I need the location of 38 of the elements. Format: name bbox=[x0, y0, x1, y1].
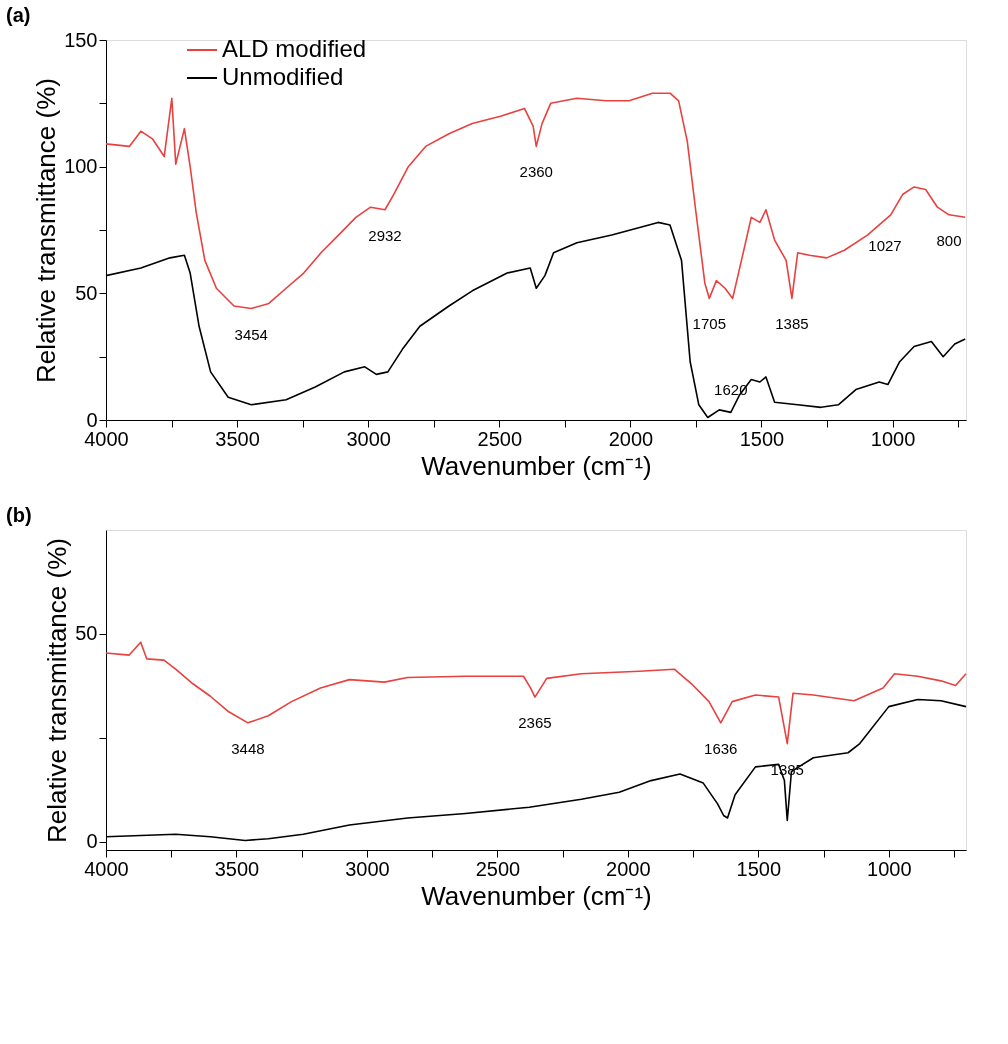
y-tick-label: 50 bbox=[75, 281, 98, 304]
y-axis-title: Relative transmittance (%) bbox=[42, 538, 73, 843]
chart-title: (b) bbox=[6, 504, 32, 526]
annotation: 1027 bbox=[868, 236, 902, 254]
x-tick-label: 3000 bbox=[346, 427, 391, 450]
y-tick-label: 150 bbox=[64, 28, 98, 51]
x-tick-label: 2000 bbox=[608, 427, 654, 450]
x-axis-title: Wavenumber (cm⁻¹) bbox=[421, 450, 652, 481]
y-tick-label: 50 bbox=[75, 622, 98, 645]
x-tick-label: 2500 bbox=[477, 427, 523, 450]
line-series bbox=[105, 641, 967, 745]
x-tick-label: 3500 bbox=[215, 427, 260, 450]
annotation: 3448 bbox=[231, 739, 265, 757]
x-tick-label: 2500 bbox=[475, 857, 521, 880]
annotation: 800 bbox=[936, 231, 962, 249]
x-axis-title: Wavenumber (cm⁻¹) bbox=[421, 880, 652, 911]
legend-label: ALD modified bbox=[222, 35, 367, 62]
annotation: 2360 bbox=[519, 163, 553, 181]
line-series bbox=[105, 92, 967, 310]
x-tick-label: 1500 bbox=[739, 427, 785, 450]
y-axis-title: Relative transmittance (%) bbox=[31, 78, 62, 383]
annotation: 3454 bbox=[234, 325, 268, 343]
legend-label: Unmodified bbox=[222, 63, 344, 90]
annotation: 1385 bbox=[775, 315, 809, 333]
chart-title: (a) bbox=[6, 4, 31, 26]
annotation: 2932 bbox=[368, 226, 402, 244]
x-tick-label: 3000 bbox=[345, 857, 390, 880]
x-tick-label: 1000 bbox=[870, 427, 916, 450]
annotation: 2365 bbox=[518, 714, 552, 732]
x-tick-label: 3500 bbox=[214, 857, 260, 880]
annotation: 1636 bbox=[704, 739, 738, 757]
x-tick-label: 4000 bbox=[84, 857, 129, 880]
y-tick-label: 100 bbox=[64, 155, 98, 178]
annotation: 1705 bbox=[692, 315, 726, 333]
x-tick-label: 1500 bbox=[736, 857, 782, 880]
y-tick-label: 0 bbox=[86, 830, 98, 853]
x-tick-label: 1000 bbox=[867, 857, 912, 880]
x-tick-label: 2000 bbox=[606, 857, 651, 880]
